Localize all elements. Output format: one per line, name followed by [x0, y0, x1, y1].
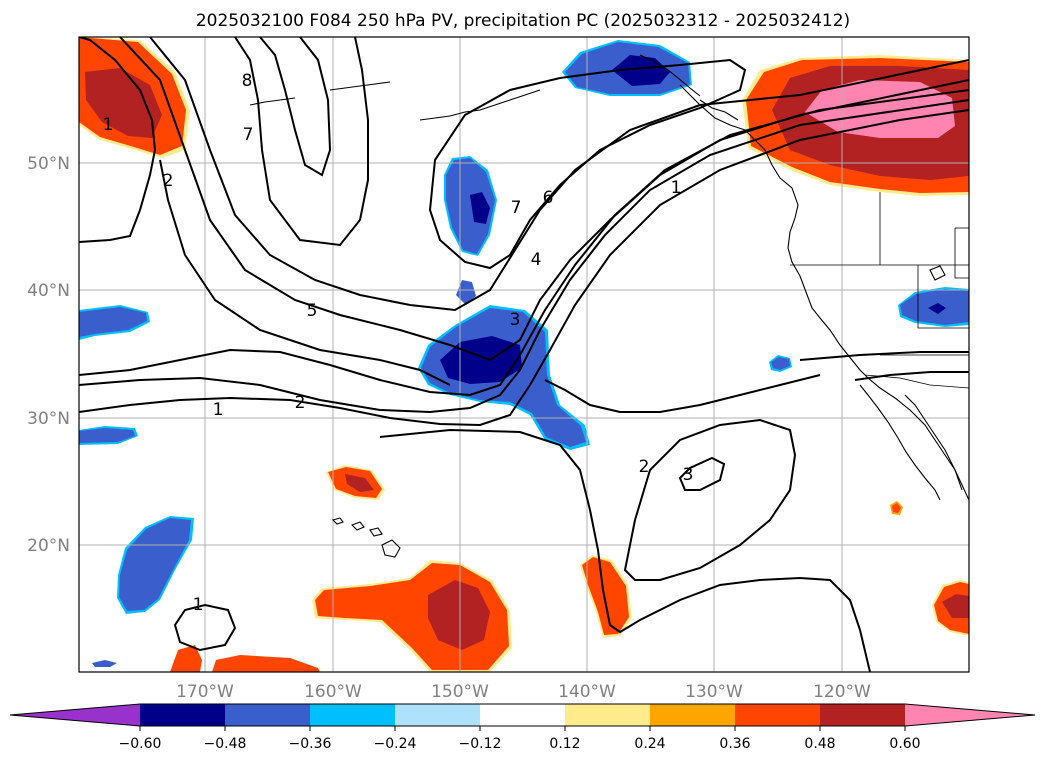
lon-label: 120°W [813, 682, 871, 702]
map-frame [78, 36, 970, 673]
contour-label: 5 [307, 301, 318, 321]
colorbar-segment [480, 704, 566, 726]
colorbar-tick-label: 0.24 [634, 736, 665, 752]
contour-label: 3 [510, 310, 521, 330]
contour-label: 2 [163, 171, 174, 191]
contour-label: 7 [243, 125, 254, 145]
contour-label: 1 [193, 595, 204, 615]
contour-label: 1 [671, 178, 682, 198]
lat-label: 30°N [27, 409, 70, 429]
lon-label: 160°W [304, 682, 362, 702]
colorbar-segment [565, 704, 651, 726]
colorbar-segment [735, 704, 821, 726]
map-panel: 1 2 7 8 5 2 1 3 4 6 7 1 1 2 3 1 [79, 37, 969, 672]
contour-label: 1 [213, 400, 224, 420]
colorbar-segment [395, 704, 481, 726]
contour-label: 4 [531, 250, 542, 270]
colorbar-tick-label: −0.36 [289, 736, 332, 752]
contour-label: 2 [639, 457, 650, 477]
contour-label: 7 [511, 198, 522, 218]
colorbar-tick-label: 0.12 [549, 736, 580, 752]
colorbar: −0.60 −0.48 −0.36 −0.24 −0.12 0.12 0.24 0.36 0.4… [9, 703, 1036, 752]
contour-label: 8 [242, 71, 253, 91]
colorbar-tick-label: −0.12 [459, 736, 502, 752]
colorbar-segment [310, 704, 396, 726]
colorbar-tick-label: 0.60 [889, 736, 920, 752]
lon-label: 170°W [176, 682, 234, 702]
contour-label-group: 1 2 7 8 5 2 1 3 4 6 7 1 1 2 3 1 [103, 71, 694, 615]
colorbar-tick-label: 0.36 [719, 736, 750, 752]
latitude-labels: 50°N 40°N 30°N 20°N [27, 154, 70, 556]
pv-contours [79, 37, 969, 672]
colorbar-segment [140, 704, 226, 726]
colorbar-tick-label: −0.60 [119, 736, 162, 752]
lon-label: 140°W [558, 682, 616, 702]
graticule [79, 37, 969, 672]
contour-label: 1 [103, 115, 114, 135]
contour-label: 3 [683, 465, 694, 485]
lat-label: 20°N [27, 536, 70, 556]
colorbar-extend-max [905, 704, 1035, 726]
lat-label: 40°N [27, 281, 70, 301]
colorbar-segment [225, 704, 311, 726]
colorbar-segment [820, 704, 906, 726]
contour-label: 2 [295, 393, 306, 413]
lat-label: 50°N [27, 154, 70, 174]
contour-label: 6 [543, 188, 554, 208]
lon-label: 130°W [685, 682, 743, 702]
colorbar-extend-min [10, 704, 140, 726]
map-title: 2025032100 F084 250 hPa PV, precipitatio… [196, 11, 850, 31]
colorbar-tick-label: −0.48 [204, 736, 247, 752]
colorbar-tick-label: −0.24 [374, 736, 417, 752]
lon-label: 150°W [431, 682, 489, 702]
colorbar-segment [650, 704, 736, 726]
longitude-labels: 170°W 160°W 150°W 140°W 130°W 120°W [176, 682, 871, 702]
colorbar-tick-label: 0.48 [804, 736, 835, 752]
